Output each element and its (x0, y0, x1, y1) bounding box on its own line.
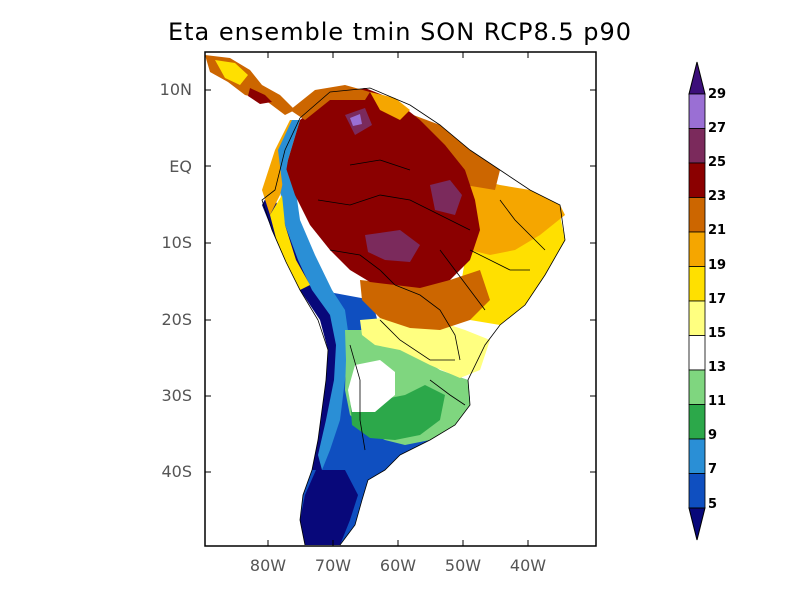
colorbar-box (688, 197, 706, 233)
lon-label-40w: 40W (509, 556, 547, 575)
caribbean-yellow (370, 92, 410, 120)
northeast-orange (455, 175, 565, 255)
colorbar-box (688, 335, 706, 371)
country-borders (261, 87, 566, 546)
colorbar-label-9: 9 (708, 428, 718, 443)
lat-label-10n: 10N (159, 80, 192, 99)
deep-south-dark (300, 470, 358, 545)
caribbean-coast-orange (290, 85, 370, 120)
map-title: Eta ensemble tmin SON RCP8.5 p90 (167, 18, 633, 46)
central-america-dark (248, 88, 272, 104)
amazon-purple-patch-1 (365, 230, 420, 262)
map-frame (204, 51, 597, 547)
colorbar-label-17: 17 (708, 292, 727, 307)
colorbar-box (688, 93, 706, 129)
colorbar-label-27: 27 (708, 121, 727, 136)
lon-label-80w: 80W (249, 556, 287, 575)
southeast-light-yellow (360, 315, 490, 378)
andes-dark-strip (262, 190, 340, 470)
colorbar-box (688, 231, 706, 267)
colorbar-label-7: 7 (708, 462, 718, 477)
colorbar-bottom-arrow (688, 507, 706, 541)
amazon-violet-spot (350, 114, 362, 126)
temperate-dark-green (350, 385, 445, 440)
colorbar-box (688, 438, 706, 474)
andes-blue-strip (280, 150, 350, 470)
colorbar-box (688, 162, 706, 198)
colorbar-box (688, 266, 706, 302)
andes-north-yellow (270, 195, 310, 290)
lon-label-70w: 70W (314, 556, 352, 575)
lon-label-50w: 50W (444, 556, 482, 575)
amazon-purple-patch-2 (430, 180, 462, 215)
lat-label-10s: 10S (161, 233, 192, 252)
lat-ticks (205, 89, 596, 473)
lat-label-eq: EQ (169, 157, 192, 176)
colorbar-box (688, 128, 706, 164)
lat-label-20s: 20S (161, 310, 192, 329)
colorbar (688, 61, 706, 541)
colorbar-label-23: 23 (708, 189, 727, 204)
amazon-dark-red (285, 88, 480, 288)
lon-ticks (267, 52, 529, 546)
colorbar-label-11: 11 (708, 394, 727, 409)
central-america-yellow (215, 60, 248, 85)
lon-label-60w: 60W (379, 556, 417, 575)
colorbar-label-25: 25 (708, 155, 727, 170)
colorbar-box (688, 369, 706, 405)
colorbar-label-15: 15 (708, 326, 727, 341)
colorbar-box (688, 300, 706, 336)
colorbar-label-21: 21 (708, 223, 727, 238)
lat-label-30s: 30S (161, 386, 192, 405)
colorbar-box (688, 404, 706, 440)
colorbar-box (688, 473, 706, 509)
central-orange (360, 270, 490, 330)
colorbar-label-29: 29 (708, 87, 727, 102)
colorbar-label-19: 19 (708, 258, 727, 273)
colorbar-label-5: 5 (708, 497, 718, 512)
colorbar-label-13: 13 (708, 360, 727, 375)
colorbar-top-arrow (688, 61, 706, 95)
lat-label-40s: 40S (161, 462, 192, 481)
andes-north-blue (278, 120, 300, 190)
